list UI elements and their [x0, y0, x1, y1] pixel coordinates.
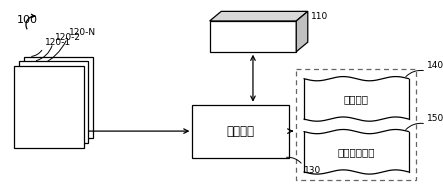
Bar [19, 61, 89, 143]
Text: 100: 100 [17, 15, 38, 25]
Polygon shape [296, 11, 308, 52]
Bar [24, 57, 93, 138]
Text: 预测结果: 预测结果 [344, 94, 369, 104]
Bar [192, 105, 288, 158]
Bar [210, 21, 296, 52]
Bar [296, 69, 416, 180]
Text: 140: 140 [427, 61, 443, 70]
Bar [15, 66, 84, 148]
Polygon shape [210, 11, 308, 21]
Text: 不确定性度量: 不确定性度量 [338, 147, 375, 157]
Text: 计算设备: 计算设备 [226, 125, 254, 138]
Text: 120-1: 120-1 [45, 38, 71, 47]
Text: 130: 130 [304, 166, 321, 175]
Text: 120-2: 120-2 [55, 33, 81, 42]
Text: 150: 150 [427, 114, 443, 123]
Text: 110: 110 [311, 12, 328, 21]
Text: 120-N: 120-N [69, 28, 97, 37]
